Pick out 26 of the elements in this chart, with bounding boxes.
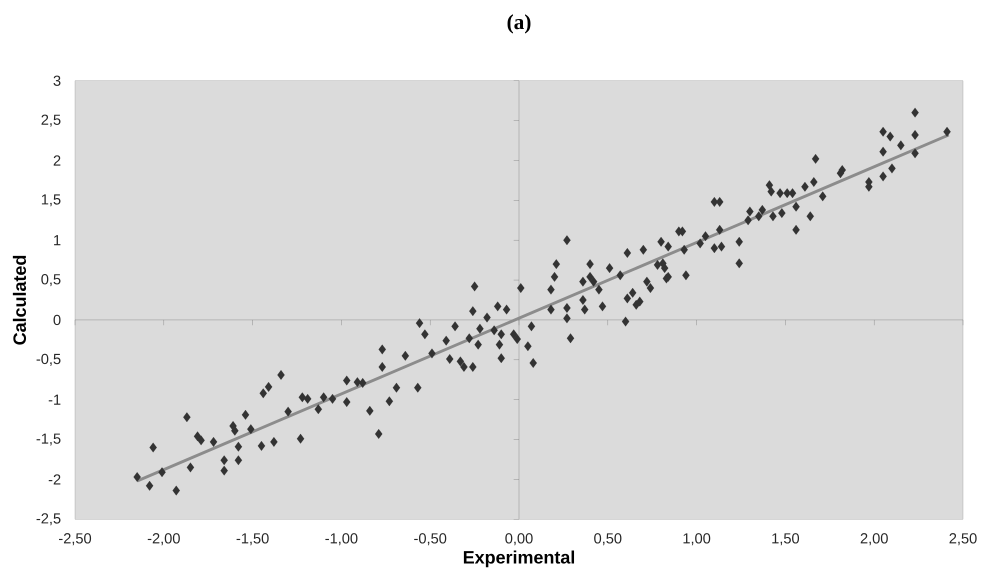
x-tick-label: 0,50 xyxy=(594,533,622,546)
x-tick-label: -1,50 xyxy=(236,533,269,546)
y-tick-label: 0,5 xyxy=(41,274,60,286)
y-tick-label: -1,5 xyxy=(36,434,60,446)
y-axis-title: Calculated xyxy=(12,256,26,345)
x-tick-label: 2,50 xyxy=(950,533,977,546)
x-tick-label: -2,50 xyxy=(58,533,92,546)
y-tick-label: 3 xyxy=(54,76,60,86)
y-tick-label: -1 xyxy=(48,394,60,405)
y-tick-label: 0 xyxy=(54,314,61,326)
x-tick-label: -2,00 xyxy=(148,533,180,546)
y-tick-label: 1 xyxy=(54,235,60,246)
x-tick-label: 1,50 xyxy=(772,533,800,546)
x-tick-label: 0,00 xyxy=(505,533,533,546)
y-tick-label: -2 xyxy=(48,474,60,484)
x-tick-label: 1,00 xyxy=(683,533,710,546)
y-tick-label: 2 xyxy=(54,155,60,166)
chart-title: (a) xyxy=(508,14,530,34)
x-tick-label: -0,50 xyxy=(414,533,446,546)
y-tick-label: 1,5 xyxy=(42,194,60,206)
y-tick-label: -2,5 xyxy=(36,513,60,526)
x-tick-label: -1,00 xyxy=(325,533,358,546)
y-tick-label: 2,5 xyxy=(42,114,60,127)
x-tick-label: 2,00 xyxy=(860,533,888,546)
y-tick-label: -0,5 xyxy=(36,354,60,366)
x-axis-title: Experimental xyxy=(464,550,574,568)
